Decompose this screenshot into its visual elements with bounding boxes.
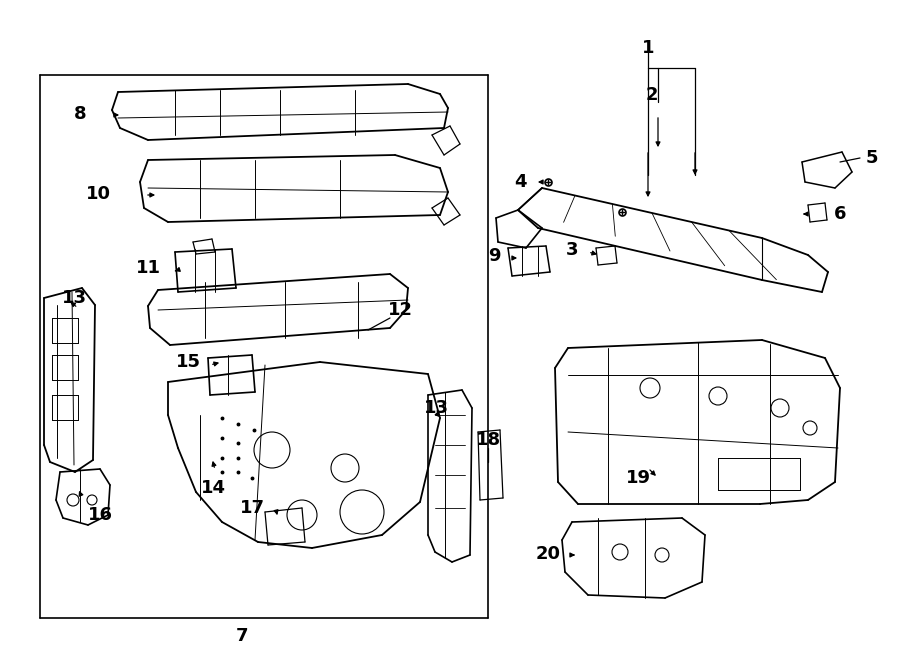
Text: 12: 12 xyxy=(388,301,412,319)
Text: 13: 13 xyxy=(424,399,448,417)
Text: 15: 15 xyxy=(176,353,201,371)
Text: 18: 18 xyxy=(475,431,500,449)
Text: 1: 1 xyxy=(642,39,654,57)
Text: 7: 7 xyxy=(236,627,248,645)
Text: 4: 4 xyxy=(514,173,526,191)
Text: 8: 8 xyxy=(74,105,86,123)
Text: 11: 11 xyxy=(136,259,160,277)
Text: 5: 5 xyxy=(866,149,878,167)
Text: 6: 6 xyxy=(833,205,846,223)
Text: 13: 13 xyxy=(61,289,86,307)
Text: 16: 16 xyxy=(87,506,112,524)
Text: 10: 10 xyxy=(86,185,111,203)
Text: 17: 17 xyxy=(239,499,265,517)
Text: 19: 19 xyxy=(626,469,651,487)
Text: 14: 14 xyxy=(201,479,226,497)
Text: 20: 20 xyxy=(536,545,561,563)
Text: 2: 2 xyxy=(646,86,658,104)
Text: 9: 9 xyxy=(488,247,500,265)
Text: 3: 3 xyxy=(566,241,578,259)
